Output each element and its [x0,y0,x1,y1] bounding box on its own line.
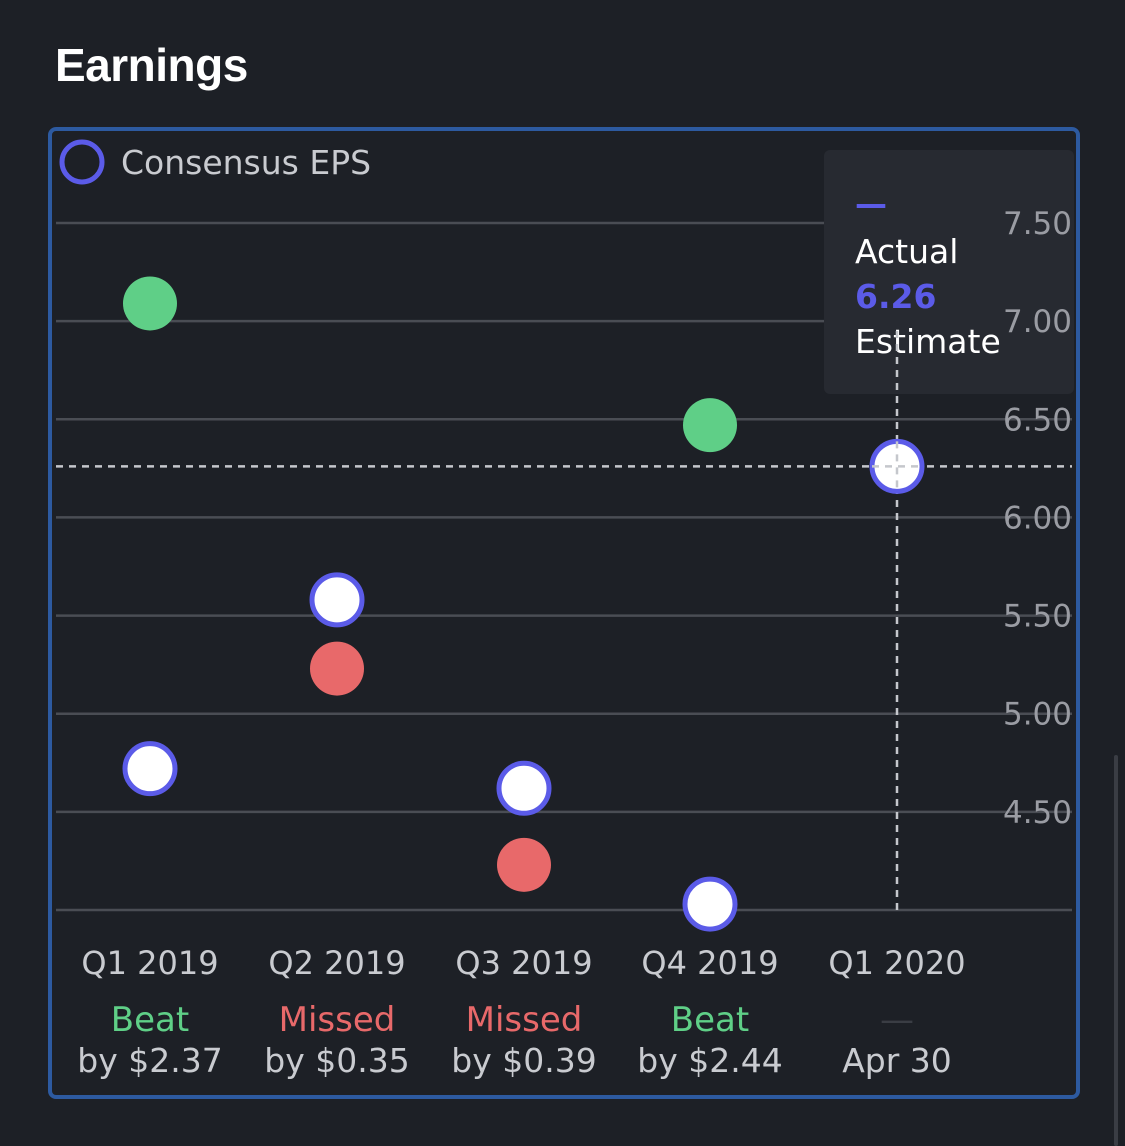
estimate-eps-point [496,760,552,816]
y-tick-label: 6.50 [1003,402,1072,438]
earnings-detail-label: by $0.39 [451,1041,596,1080]
scrollbar[interactable] [1114,755,1118,1146]
legend-label: Consensus EPS [121,143,371,182]
actual-eps-point [310,641,364,696]
x-category-label: Q1 2020 [828,944,965,982]
tooltip-actual-label: Actual [855,232,958,271]
earnings-detail-label: by $2.44 [637,1041,782,1080]
y-tick-label: 4.50 [1003,795,1072,831]
tooltip-box [824,150,1074,394]
earnings-result-label: Missed [466,1000,583,1040]
x-category-label: Q1 2019 [81,944,218,982]
legend-ring-icon [59,139,105,185]
earnings-detail-label: by $0.35 [264,1041,409,1080]
tooltip-estimate-label: Estimate [855,322,1001,361]
earnings-detail-label: Apr 30 [842,1041,952,1080]
y-tick-label: 7.00 [1003,304,1072,340]
x-category-label: Q4 2019 [641,944,778,982]
actual-eps-point [497,837,551,892]
estimate-eps-point [682,876,738,932]
actual-eps-point [683,398,737,453]
section-title: Earnings [55,39,248,91]
earnings-chart-card[interactable]: 7.50 7.00 6.50 6.00 5.50 5.00 4.50 Consensus EP… [48,127,1080,1099]
earnings-result-label: Missed [279,1000,396,1040]
y-tick-label: 6.00 [1003,500,1072,536]
earnings-chart[interactable]: 7.50 7.00 6.50 6.00 5.50 5.00 4.50 Consensus EP… [52,131,1076,1095]
earnings-result-label: — [880,1000,914,1040]
earnings-result-label: Beat [671,1000,749,1040]
x-category-label: Q2 2019 [268,944,405,982]
actual-eps-point [123,276,177,331]
y-tick-label: 5.00 [1003,697,1072,733]
y-tick-label: 7.50 [1003,206,1072,242]
estimate-eps-point [309,572,365,628]
y-tick-label: 5.50 [1003,599,1072,635]
tooltip-marker: — [855,185,887,223]
earnings-result-label: Beat [111,1000,189,1040]
tooltip-value: 6.26 [855,277,936,316]
earnings-detail-label: by $2.37 [77,1041,222,1080]
x-category-label: Q3 2019 [455,944,592,982]
estimate-eps-point [122,741,178,797]
